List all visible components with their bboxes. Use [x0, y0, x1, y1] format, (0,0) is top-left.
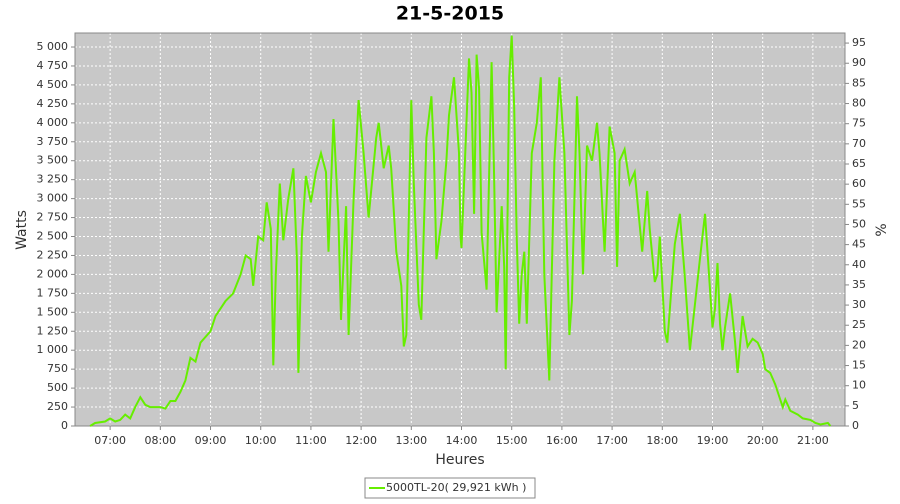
y-tick-label: 5 000: [37, 40, 69, 53]
y2-tick-label: 0: [852, 419, 859, 432]
y-axis-label: Watts: [14, 210, 30, 250]
y2-tick-label: 90: [852, 56, 866, 69]
y2-tick-label: 45: [852, 238, 866, 251]
y-tick-label: 3 000: [37, 192, 69, 205]
y2-tick-label: 10: [852, 379, 866, 392]
y2-tick-label: 35: [852, 278, 866, 291]
y2-tick-label: 55: [852, 197, 866, 210]
y2-tick-label: 95: [852, 36, 866, 49]
x-axis-label: Heures: [435, 452, 484, 468]
y2-tick-label: 65: [852, 157, 866, 170]
y2-tick-label: 80: [852, 97, 866, 110]
y-tick-label: 4 250: [37, 97, 69, 110]
x-tick-label: 11:00: [295, 434, 327, 447]
y-tick-label: 1 500: [37, 305, 69, 318]
y-tick-label: 0: [61, 419, 68, 432]
x-tick-label: 18:00: [646, 434, 678, 447]
x-tick-label: 07:00: [94, 434, 126, 447]
y2-tick-label: 60: [852, 177, 866, 190]
y2-tick-label: 30: [852, 298, 866, 311]
x-tick-label: 15:00: [496, 434, 528, 447]
y-tick-label: 4 750: [37, 59, 69, 72]
y-tick-label: 2 500: [37, 230, 69, 243]
x-tick-label: 14:00: [446, 434, 478, 447]
y2-tick-label: 50: [852, 217, 866, 230]
y2-tick-label: 5: [852, 399, 859, 412]
chart-title: 21-5-2015: [396, 3, 504, 25]
x-tick-label: 19:00: [697, 434, 729, 447]
x-tick-label: 08:00: [144, 434, 176, 447]
x-tick-label: 21:00: [797, 434, 829, 447]
y2-tick-label: 25: [852, 318, 866, 331]
y-tick-label: 500: [47, 381, 68, 394]
y-tick-label: 3 750: [37, 135, 69, 148]
y2-axis-label: %: [874, 223, 890, 236]
y2-tick-label: 15: [852, 359, 866, 372]
y2-tick-label: 75: [852, 117, 866, 130]
y2-tick-label: 20: [852, 338, 866, 351]
y-tick-label: 750: [47, 362, 68, 375]
x-tick-label: 12:00: [345, 434, 377, 447]
y-tick-label: 1 000: [37, 343, 69, 356]
y-tick-label: 2 000: [37, 267, 69, 280]
y2-tick-label: 85: [852, 76, 866, 89]
y2-tick-label: 40: [852, 258, 866, 271]
y-tick-label: 3 250: [37, 173, 69, 186]
y-tick-label: 4 000: [37, 116, 69, 129]
x-tick-label: 09:00: [195, 434, 227, 447]
y2-tick-label: 70: [852, 137, 866, 150]
y-tick-label: 3 500: [37, 154, 69, 167]
x-tick-label: 10:00: [245, 434, 277, 447]
y-tick-label: 250: [47, 400, 68, 413]
plot-border: [74, 32, 846, 427]
y-tick-label: 2 750: [37, 211, 69, 224]
x-tick-label: 16:00: [546, 434, 578, 447]
x-tick-label: 13:00: [395, 434, 427, 447]
x-tick-label: 20:00: [747, 434, 779, 447]
legend-label: 5000TL-20( 29,921 kWh ): [386, 481, 526, 494]
y-tick-label: 1 750: [37, 286, 69, 299]
y-tick-label: 4 500: [37, 78, 69, 91]
legend-box: [364, 477, 536, 499]
y-tick-label: 2 250: [37, 248, 69, 261]
x-tick-label: 17:00: [596, 434, 628, 447]
series-line: [89, 35, 832, 427]
y-tick-label: 1 250: [37, 324, 69, 337]
